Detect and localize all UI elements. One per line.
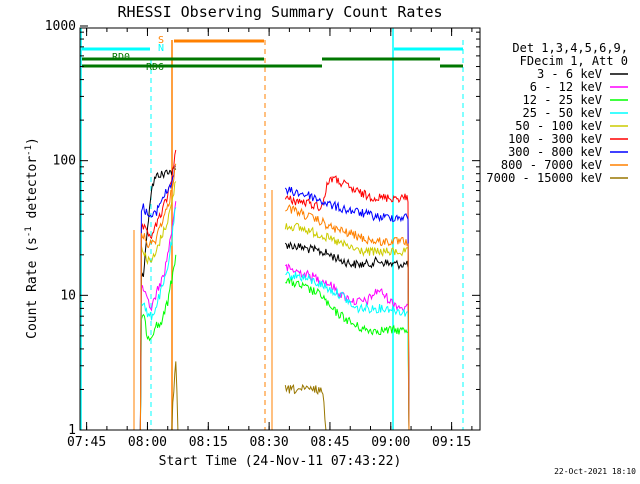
x-tick-label: 09:00 [371,435,410,450]
y-axis-label: Count Rate (s-1 detector-1) [24,137,40,339]
series-line-1-segment-1 [139,167,177,431]
series-line-9-segment-1 [171,361,179,431]
series-line-7-segment-2 [284,186,416,431]
y-axis-label-mid: detector [25,156,40,227]
flag-label-rd0: RD0 [112,52,130,63]
series-line-6-segment-2 [284,175,416,431]
legend-header-line: FDecim 1, Att 0 [520,54,628,68]
series-line-3-segment-2 [285,277,416,431]
chart-title: RHESSI Observing Summary Count Rates [117,3,442,21]
series-line-8-segment-2 [285,204,416,431]
legend-entry-label: 12 - 25 keV [523,93,602,107]
x-tick-label: 08:45 [310,435,349,450]
flag-label-rd6: RD6 [146,62,164,73]
y-axis-label-end: ) [25,137,40,145]
flag-label-s: S [158,35,164,46]
legend-entry-label: 100 - 300 keV [508,132,602,146]
x-tick-label: 09:15 [432,435,471,450]
x-tick-label: 08:00 [128,435,167,450]
legend: Det 1,3,4,5,6,9,FDecim 1, Att 03 - 6 keV… [486,41,628,185]
y-tick-label: 10 [60,288,76,303]
series-line-9-segment-2 [284,383,327,431]
series-line-8-segment-1 [139,163,177,431]
series-line-4-segment-2 [285,271,416,431]
legend-entry-label: 50 - 100 keV [515,119,602,133]
axes-layer: 1 10 100 1000 07:45 08:00 08:15 08:30 08:45 09:00… [45,19,481,450]
legend-entry-label: 3 - 6 keV [537,67,602,81]
legend-entry-label: 7000 - 15000 keV [486,171,602,185]
flags-layer: SN RD0 RD6 [80,28,464,430]
series-line-4-segment-1 [139,207,177,431]
series-layer [139,149,416,431]
y-axis-label-sup1: -1 [24,226,34,237]
series-line-1-segment-2 [284,241,416,431]
x-tick-label: 08:15 [189,435,228,450]
x-tick-label: 08:30 [250,435,289,450]
footer-timestamp: 22-Oct-2021 18:10 [554,467,636,476]
y-tick-label: 100 [53,154,76,169]
y-tick-label: 1000 [45,19,76,34]
legend-entry-label: 300 - 800 keV [508,145,602,159]
y-axis-label-sup2: -1 [24,145,34,156]
legend-entry-label: 6 - 12 keV [530,80,602,94]
x-tick-label: 07:45 [67,435,106,450]
legend-header-line: Det 1,3,4,5,6,9, [512,41,628,55]
y-tick-label: 1 [68,423,76,438]
legend-entry-label: 800 - 7000 keV [501,158,602,172]
x-axis-label: Start Time (24-Nov-11 07:43:22) [159,454,402,469]
series-line-7-segment-1 [139,165,177,431]
series-line-2-segment-1 [139,201,177,431]
flag-label-n: N [158,43,164,54]
series-line-3-segment-1 [139,254,177,431]
y-axis-label-main: Count Rate (s [25,237,40,339]
plot-frame [79,27,481,431]
legend-entry-label: 25 - 50 keV [523,106,602,120]
series-line-5-segment-1 [139,181,177,431]
series-line-5-segment-2 [284,222,416,431]
